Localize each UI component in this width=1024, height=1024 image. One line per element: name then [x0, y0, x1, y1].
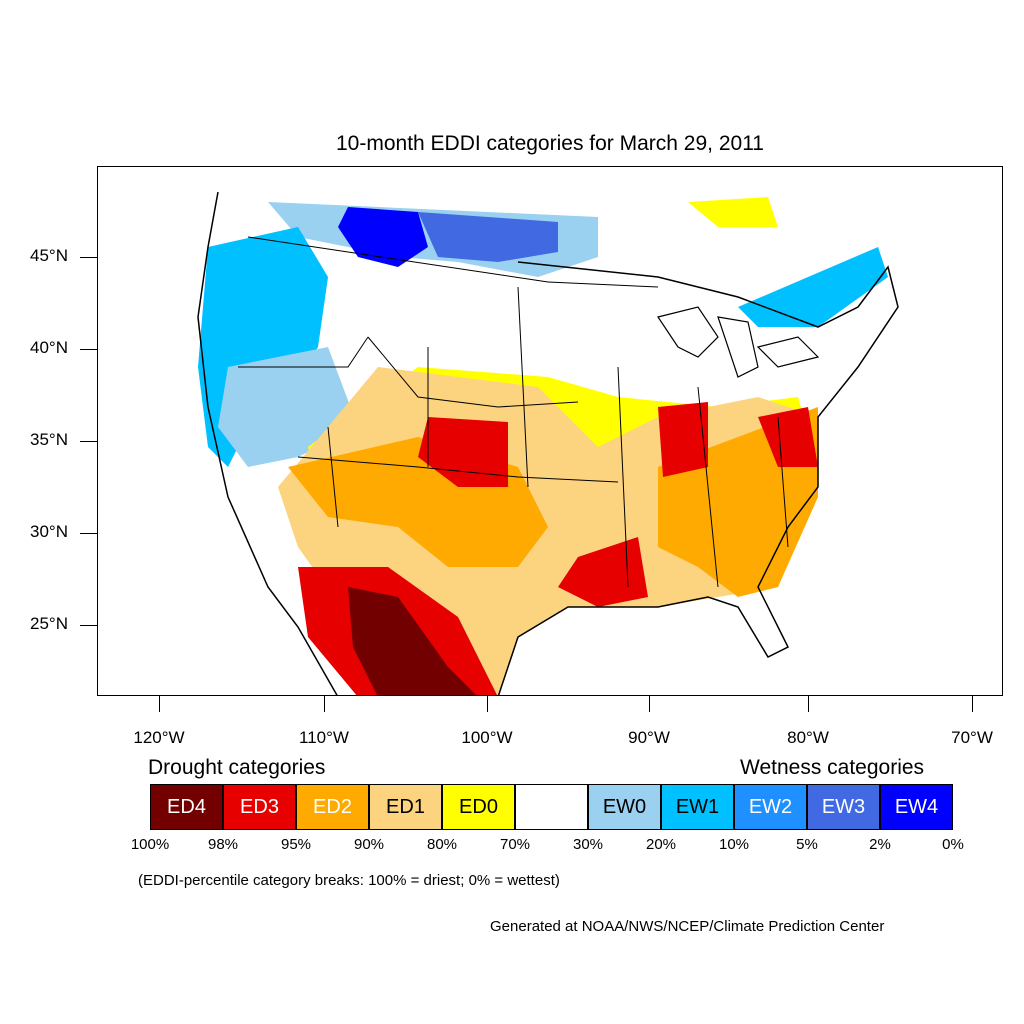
lon-tick-80 — [808, 696, 809, 712]
map-canvas — [197, 191, 899, 695]
dry-region-ed4-mexico — [348, 587, 476, 695]
lat-tick-45 — [80, 257, 97, 258]
percentile-label: 95% — [280, 836, 312, 853]
lat-label-40: 40°N — [30, 338, 68, 357]
lat-label-25: 25°N — [30, 614, 68, 633]
wet-region-ew4-montana — [338, 207, 428, 267]
dry-region-ed3-louisiana — [558, 537, 648, 607]
legend-swatch-ed4: ED4 — [150, 784, 223, 830]
legend-swatch-ew4: EW4 — [880, 784, 953, 830]
lon-label-100: 100°W — [461, 728, 513, 747]
wet-region-ew1-northeast — [738, 247, 888, 327]
lon-label-90: 90°W — [628, 728, 670, 747]
percentile-label: 30% — [572, 836, 604, 853]
coastline — [197, 191, 899, 695]
percentile-label: 2% — [869, 836, 891, 853]
lon-label-110: 110°W — [299, 728, 349, 747]
lon-tick-110 — [324, 696, 325, 712]
legend-swatch-neutral — [515, 784, 588, 830]
lat-tick-25 — [80, 625, 97, 626]
legend-swatch-ed0: ED0 — [442, 784, 515, 830]
great-lakes — [657, 306, 820, 378]
credit-line: Generated at NOAA/NWS/NCEP/Climate Predi… — [490, 918, 885, 935]
map-title: 10-month EDDI categories for March 29, 2… — [336, 132, 764, 155]
eddi-map — [97, 166, 1003, 696]
legend-swatch-ew0: EW0 — [588, 784, 661, 830]
legend-swatch-ed2: ED2 — [296, 784, 369, 830]
lat-tick-35 — [80, 441, 97, 442]
lon-tick-70 — [972, 696, 973, 712]
lat-tick-40 — [80, 349, 97, 350]
dry-region-ed0-quebec — [688, 197, 778, 227]
borders — [238, 236, 789, 588]
percentile-label: 90% — [353, 836, 385, 853]
wetness-categories-heading: Wetness categories — [740, 756, 925, 779]
dry-region-ed3-midatlantic — [758, 407, 818, 467]
lon-label-120: 120°W — [133, 728, 185, 747]
legend-swatch-ed1: ED1 — [369, 784, 442, 830]
percentile-label: 10% — [718, 836, 750, 853]
percentile-label: 100% — [130, 836, 170, 853]
lon-label-70: 70°W — [951, 728, 993, 747]
legend-swatch-ew3: EW3 — [807, 784, 880, 830]
lat-label-45: 45°N — [30, 246, 68, 265]
lat-label-30: 30°N — [30, 522, 68, 541]
percentile-label: 80% — [426, 836, 458, 853]
percentile-note: (EDDI-percentile category breaks: 100% =… — [138, 872, 560, 889]
lat-tick-30 — [80, 533, 97, 534]
lon-tick-90 — [649, 696, 650, 712]
percentile-label: 0% — [942, 836, 964, 853]
percentile-label: 98% — [207, 836, 239, 853]
wet-region-ew3-dakotas — [418, 212, 558, 262]
legend-swatch-ew2: EW2 — [734, 784, 807, 830]
percentile-label: 20% — [645, 836, 677, 853]
legend-swatch-ew1: EW1 — [661, 784, 734, 830]
percentile-label: 5% — [796, 836, 818, 853]
lat-label-35: 35°N — [30, 430, 68, 449]
lon-tick-100 — [487, 696, 488, 712]
lon-label-80: 80°W — [787, 728, 829, 747]
percentile-label: 70% — [499, 836, 531, 853]
legend-swatch-ed3: ED3 — [223, 784, 296, 830]
dry-region-ed3-ohio-valley — [658, 402, 708, 477]
lon-tick-120 — [159, 696, 160, 712]
drought-categories-heading: Drought categories — [148, 756, 326, 779]
